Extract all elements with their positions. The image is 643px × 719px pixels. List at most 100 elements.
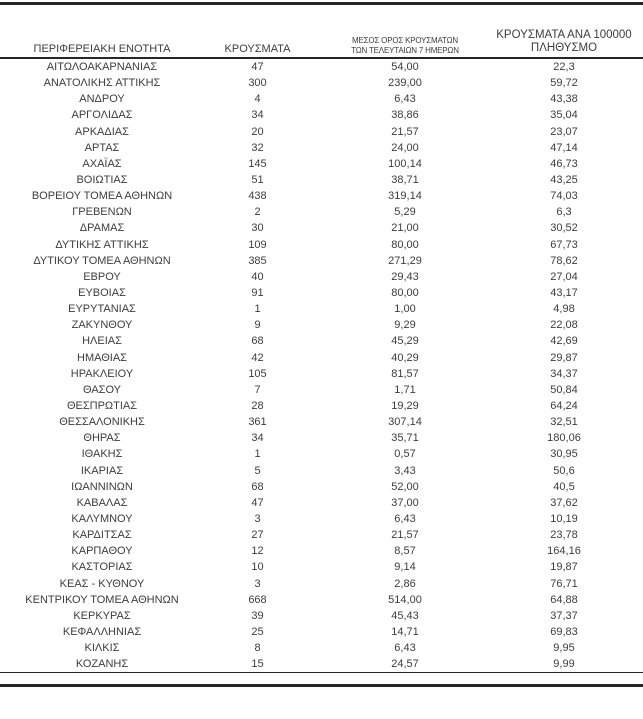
cell-avg7: 100,14 <box>388 157 422 170</box>
bottom-rule <box>0 684 643 687</box>
cell-cases: 39 <box>251 609 264 622</box>
cell-region: ΕΒΡΟΥ <box>83 270 121 283</box>
cell-per100k: 64,24 <box>550 399 578 412</box>
cell-per100k: 47,14 <box>550 141 578 154</box>
cell-cases: 68 <box>251 480 264 493</box>
cell-region: ΘΕΣΣΑΛΟΝΙΚΗΣ <box>59 416 145 429</box>
cell-avg7: 0,57 <box>394 448 416 461</box>
cell-per100k: 40,5 <box>553 480 575 493</box>
header-per100k-line1: ΚΡΟΥΣΜΑΤΑ ΑΝΑ 100000 <box>496 29 632 41</box>
cell-avg7: 29,43 <box>391 270 419 283</box>
table-row: ΚΕΑΣ - ΚΥΘΝΟΥ 3 2,86 76,71 <box>0 576 643 592</box>
cell-region: ΑΡΚΑΔΙΑΣ <box>75 125 129 138</box>
cell-cases: 27 <box>251 529 264 542</box>
cell-cases: 8 <box>254 642 261 655</box>
cell-avg7: 6,43 <box>394 642 416 655</box>
cell-avg7: 514,00 <box>388 593 422 606</box>
cell-cases: 7 <box>254 383 261 396</box>
cell-region: ΑΝΔΡΟΥ <box>79 93 125 106</box>
cell-avg7: 81,57 <box>391 367 419 380</box>
cell-avg7: 9,14 <box>394 561 416 574</box>
table-row: ΒΟΙΩΤΙΑΣ 51 38,71 43,25 <box>0 172 643 188</box>
cell-cases: 5 <box>254 464 261 477</box>
cell-per100k: 23,07 <box>550 125 578 138</box>
cell-per100k: 76,71 <box>550 577 578 590</box>
cell-avg7: 80,00 <box>391 286 419 299</box>
cell-per100k: 29,87 <box>550 351 578 364</box>
cell-cases: 1 <box>254 303 261 316</box>
table-row: ΚΕΡΚΥΡΑΣ 39 45,43 37,37 <box>0 608 643 624</box>
table-row: ΘΑΣΟΥ 7 1,71 50,84 <box>0 382 643 398</box>
table-row: ΚΑΛΥΜΝΟΥ 3 6,43 10,19 <box>0 511 643 527</box>
cell-region: ΑΡΓΟΛΙΔΑΣ <box>71 109 133 122</box>
cell-per100k: 23,78 <box>550 529 578 542</box>
cell-region: ΚΕΑΣ - ΚΥΘΝΟΥ <box>59 577 145 590</box>
table-row: ΔΥΤΙΚΗΣ ΑΤΤΙΚΗΣ 109 80,00 67,73 <box>0 237 643 253</box>
cell-cases: 34 <box>251 432 264 445</box>
cell-per100k: 34,37 <box>550 367 578 380</box>
table-row: ΘΕΣΠΡΩΤΙΑΣ 28 19,29 64,24 <box>0 398 643 414</box>
cell-per100k: 43,17 <box>550 286 578 299</box>
cell-cases: 25 <box>251 625 264 638</box>
cell-region: ΒΟΙΩΤΙΑΣ <box>76 173 128 186</box>
cell-per100k: 43,25 <box>550 173 578 186</box>
table-row: ΘΕΣΣΑΛΟΝΙΚΗΣ 361 307,14 32,51 <box>0 414 643 430</box>
cell-cases: 68 <box>251 335 264 348</box>
cell-per100k: 6,3 <box>556 206 572 219</box>
cell-cases: 34 <box>251 109 264 122</box>
table-row: ΑΙΤΩΛΟΑΚΑΡΝΑΝΙΑΣ 47 54,00 22,3 <box>0 58 643 75</box>
cell-avg7: 9,29 <box>394 319 416 332</box>
cell-avg7: 21,57 <box>391 529 419 542</box>
cell-region: ΙΩΑΝΝΙΝΩΝ <box>71 480 133 493</box>
cell-region: ΚΑΒΑΛΑΣ <box>76 496 128 509</box>
cell-region: ΙΘΑΚΗΣ <box>81 448 123 461</box>
table-row: ΚΕΦΑΛΛΗΝΙΑΣ 25 14,71 69,83 <box>0 624 643 640</box>
table-row: ΙΘΑΚΗΣ 1 0,57 30,95 <box>0 446 643 462</box>
header-per100k: ΚΡΟΥΣΜΑΤΑ ΑΝΑ 100000 ΠΛΗΘΥΣΜΟ <box>485 3 643 59</box>
table-header: ΠΕΡΙΦΕΡΕΙΑΚΗ ΕΝΟΤΗΤΑ ΚΡΟΥΣΜΑΤΑ ΜΕΣΟΣ ΟΡΟ… <box>0 3 643 59</box>
cell-per100k: 32,51 <box>550 416 578 429</box>
table-row: ΕΒΡΟΥ 40 29,43 27,04 <box>0 269 643 285</box>
cell-per100k: 37,62 <box>550 496 578 509</box>
cell-avg7: 8,57 <box>394 545 416 558</box>
cell-region: ΗΛΕΙΑΣ <box>82 335 122 348</box>
table-row: ΑΝΑΤΟΛΙΚΗΣ ΑΤΤΙΚΗΣ 300 239,00 59,72 <box>0 75 643 91</box>
cell-cases: 109 <box>248 238 267 251</box>
cell-region: ΔΡΑΜΑΣ <box>79 222 125 235</box>
table-row: ΚΑΡΔΙΤΣΑΣ 27 21,57 23,78 <box>0 527 643 543</box>
cell-per100k: 4,98 <box>553 303 575 316</box>
cell-cases: 40 <box>251 270 264 283</box>
cell-cases: 668 <box>248 593 267 606</box>
cell-per100k: 42,69 <box>550 335 578 348</box>
cell-per100k: 46,73 <box>550 157 578 170</box>
cell-cases: 438 <box>248 190 267 203</box>
cell-per100k: 22,08 <box>550 319 578 332</box>
cell-avg7: 80,00 <box>391 238 419 251</box>
table-row: ΑΧΑΪΑΣ 145 100,14 46,73 <box>0 156 643 172</box>
cell-cases: 2 <box>254 206 261 219</box>
cell-cases: 3 <box>254 577 261 590</box>
cell-per100k: 19,87 <box>550 561 578 574</box>
cell-region: ΚΕΦΑΛΛΗΝΙΑΣ <box>62 625 142 638</box>
cell-per100k: 37,37 <box>550 609 578 622</box>
table-body: ΑΙΤΩΛΟΑΚΑΡΝΑΝΙΑΣ 47 54,00 22,3 ΑΝΑΤΟΛΙΚΗΣ ΑΤ… <box>0 58 643 673</box>
cell-avg7: 21,57 <box>391 125 419 138</box>
cell-cases: 361 <box>248 416 267 429</box>
cell-region: ΚΟΖΑΝΗΣ <box>75 658 129 671</box>
table-row: ΘΗΡΑΣ 34 35,71 180,06 <box>0 430 643 446</box>
table-row: ΚΙΛΚΙΣ 8 6,43 9,95 <box>0 640 643 656</box>
cell-cases: 47 <box>251 61 264 73</box>
cell-per100k: 69,83 <box>550 625 578 638</box>
cell-avg7: 24,00 <box>391 141 419 154</box>
table-row: ΑΡΚΑΔΙΑΣ 20 21,57 23,07 <box>0 124 643 140</box>
cell-cases: 1 <box>254 448 261 461</box>
cell-cases: 91 <box>251 286 264 299</box>
cell-cases: 385 <box>248 254 267 267</box>
cell-per100k: 67,73 <box>550 238 578 251</box>
cell-avg7: 1,00 <box>394 303 416 316</box>
cell-avg7: 37,00 <box>391 496 419 509</box>
cell-per100k: 30,95 <box>550 448 578 461</box>
table-row: ΖΑΚΥΝΘΟΥ 9 9,29 22,08 <box>0 317 643 333</box>
table-row: ΗΛΕΙΑΣ 68 45,29 42,69 <box>0 333 643 349</box>
